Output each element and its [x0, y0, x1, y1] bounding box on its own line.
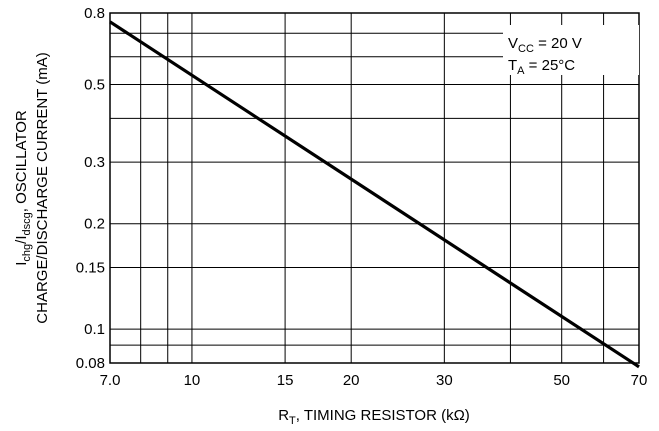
x-axis-label: RT, TIMING RESISTOR (kΩ) [278, 407, 470, 427]
annotation-box [503, 25, 639, 75]
x-tick-label: 70 [631, 372, 648, 389]
y-tick-label: 0.08 [76, 355, 105, 372]
y-tick-label: 0.1 [84, 321, 105, 338]
y-tick-label: 0.2 [84, 216, 105, 233]
plot-frame [109, 12, 640, 364]
series-group [109, 20, 640, 369]
y-tick-labels: 0.08 0.1 0.15 0.2 0.3 0.5 0.8 [76, 5, 105, 372]
y-axis-label-line2: CHARGE/DISCHARGE CURRENT (mA) [34, 52, 51, 323]
x-tick-label: 10 [184, 372, 201, 389]
x-tick-label: 15 [277, 372, 294, 389]
y-tick-label: 0.8 [84, 5, 105, 22]
x-tick-label: 50 [553, 372, 570, 389]
x-tick-label: 20 [343, 372, 360, 389]
y-tick-label: 0.15 [76, 259, 105, 276]
x-tick-labels: 7.0 10 15 20 30 50 70 [100, 372, 648, 389]
y-axis-label-line1: Ichg/Idscg, OSCILLATOR [13, 110, 33, 266]
y-tick-label: 0.5 [84, 76, 105, 93]
series-line [109, 20, 640, 369]
x-tick-label: 7.0 [100, 372, 121, 389]
x-tick-label: 30 [436, 372, 453, 389]
vcc-annotation: VCC = 20 V [508, 35, 582, 55]
ta-annotation: TA = 25°C [508, 57, 575, 77]
y-tick-label: 0.3 [84, 154, 105, 171]
